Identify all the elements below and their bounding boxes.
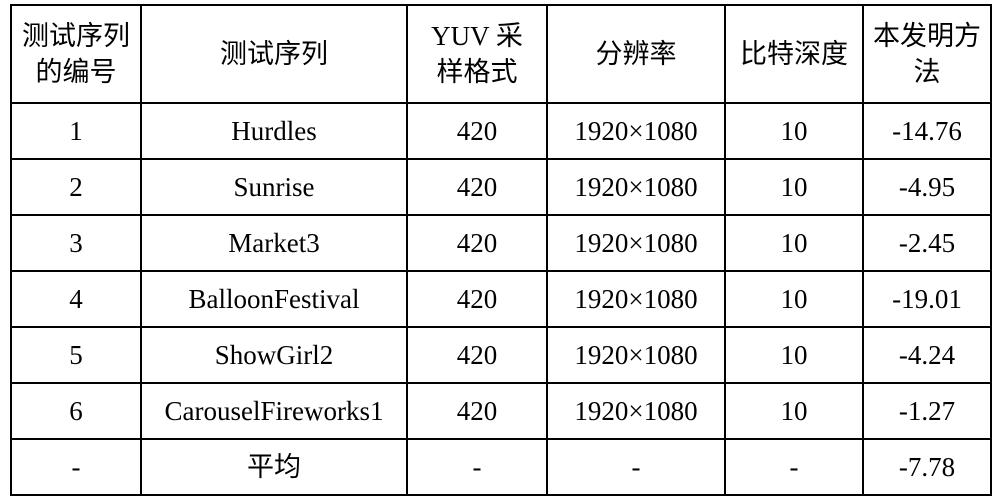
col-header-yuv: YUV 采 样格式	[407, 5, 547, 103]
cell-yuv: 420	[407, 103, 547, 159]
cell-resolution: 1920×1080	[547, 383, 725, 439]
cell-method: -4.95	[863, 159, 991, 215]
table-row: 6 CarouselFireworks1 420 1920×1080 10 -1…	[11, 383, 991, 439]
table-row: 4 BalloonFestival 420 1920×1080 10 -19.0…	[11, 271, 991, 327]
table-row: 5 ShowGirl2 420 1920×1080 10 -4.24	[11, 327, 991, 383]
cell-bitdepth: -	[725, 439, 863, 495]
table-row: 3 Market3 420 1920×1080 10 -2.45	[11, 215, 991, 271]
cell-seq-name: CarouselFireworks1	[141, 383, 407, 439]
cell-seq-id: 6	[11, 383, 141, 439]
cell-bitdepth: 10	[725, 215, 863, 271]
col-header-text: 测试序列	[220, 39, 328, 69]
cell-bitdepth: 10	[725, 383, 863, 439]
cell-seq-name: Market3	[141, 215, 407, 271]
cell-seq-id: 2	[11, 159, 141, 215]
cell-yuv: -	[407, 439, 547, 495]
cell-seq-name: 平均	[141, 439, 407, 495]
cell-resolution: 1920×1080	[547, 159, 725, 215]
col-header-seq-name: 测试序列	[141, 5, 407, 103]
cell-seq-id: 3	[11, 215, 141, 271]
cell-method: -2.45	[863, 215, 991, 271]
cell-seq-id: 4	[11, 271, 141, 327]
cell-seq-id: 1	[11, 103, 141, 159]
col-header-resolution: 分辨率	[547, 5, 725, 103]
col-header-text: 分辨率	[596, 39, 677, 69]
cell-yuv: 420	[407, 215, 547, 271]
cell-yuv: 420	[407, 327, 547, 383]
cell-seq-id: 5	[11, 327, 141, 383]
cell-resolution: 1920×1080	[547, 103, 725, 159]
cell-seq-id: -	[11, 439, 141, 495]
cell-resolution: 1920×1080	[547, 215, 725, 271]
col-header-text: 本发明方	[873, 21, 981, 51]
cell-bitdepth: 10	[725, 159, 863, 215]
cell-seq-name: BalloonFestival	[141, 271, 407, 327]
col-header-text: 比特深度	[740, 39, 848, 69]
cell-resolution: -	[547, 439, 725, 495]
cell-yuv: 420	[407, 271, 547, 327]
table-row: 2 Sunrise 420 1920×1080 10 -4.95	[11, 159, 991, 215]
col-header-text: 法	[914, 57, 941, 87]
cell-method: -1.27	[863, 383, 991, 439]
cell-resolution: 1920×1080	[547, 327, 725, 383]
cell-yuv: 420	[407, 159, 547, 215]
cell-seq-name: Sunrise	[141, 159, 407, 215]
cell-seq-name: ShowGirl2	[141, 327, 407, 383]
cell-method: -19.01	[863, 271, 991, 327]
table-row-average: - 平均 - - - -7.78	[11, 439, 991, 495]
col-header-method: 本发明方 法	[863, 5, 991, 103]
cell-method: -14.76	[863, 103, 991, 159]
table-header-row: 测试序列 的编号 测试序列 YUV 采 样格式 分辨率 比特深度 本发明方 法	[11, 5, 991, 103]
cell-bitdepth: 10	[725, 103, 863, 159]
results-table: 测试序列 的编号 测试序列 YUV 采 样格式 分辨率 比特深度 本发明方 法	[10, 4, 992, 496]
col-header-seq-id: 测试序列 的编号	[11, 5, 141, 103]
cell-method: -4.24	[863, 327, 991, 383]
cell-seq-name: Hurdles	[141, 103, 407, 159]
col-header-text: 测试序列	[22, 21, 130, 51]
cell-method: -7.78	[863, 439, 991, 495]
cell-bitdepth: 10	[725, 327, 863, 383]
cell-resolution: 1920×1080	[547, 271, 725, 327]
col-header-text: 样格式	[437, 57, 518, 87]
col-header-bitdepth: 比特深度	[725, 5, 863, 103]
table-row: 1 Hurdles 420 1920×1080 10 -14.76	[11, 103, 991, 159]
cell-yuv: 420	[407, 383, 547, 439]
col-header-text: 的编号	[36, 57, 117, 87]
cell-bitdepth: 10	[725, 271, 863, 327]
col-header-text: YUV 采	[431, 21, 523, 51]
